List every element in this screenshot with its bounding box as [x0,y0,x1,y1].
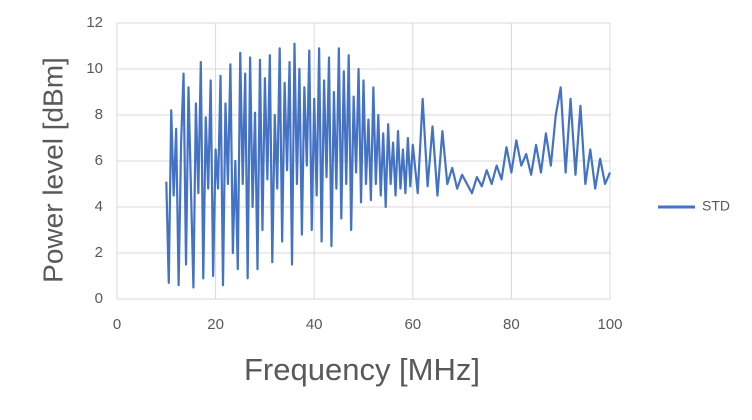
x-tick-label: 40 [306,316,323,333]
x-tick-label: 0 [113,316,121,333]
y-tick-label: 2 [95,244,103,261]
y-tick-label: 6 [95,152,103,169]
y-axis-label: Power level [dBm] [37,57,68,283]
data-line [165,42,612,289]
y-tick-label: 4 [95,198,103,215]
x-axis-label: Frequency [MHz] [244,352,480,387]
x-tick-label: 80 [503,316,520,333]
y-tick-label: 12 [86,14,103,31]
legend-label: STD [702,198,730,214]
x-tick-label: 100 [597,316,622,333]
y-tick-label: 10 [86,60,103,77]
y-tick-label: 0 [95,290,103,307]
x-tick-label: 20 [207,316,224,333]
y-tick-label: 8 [95,106,103,123]
x-tick-label: 60 [404,316,421,333]
